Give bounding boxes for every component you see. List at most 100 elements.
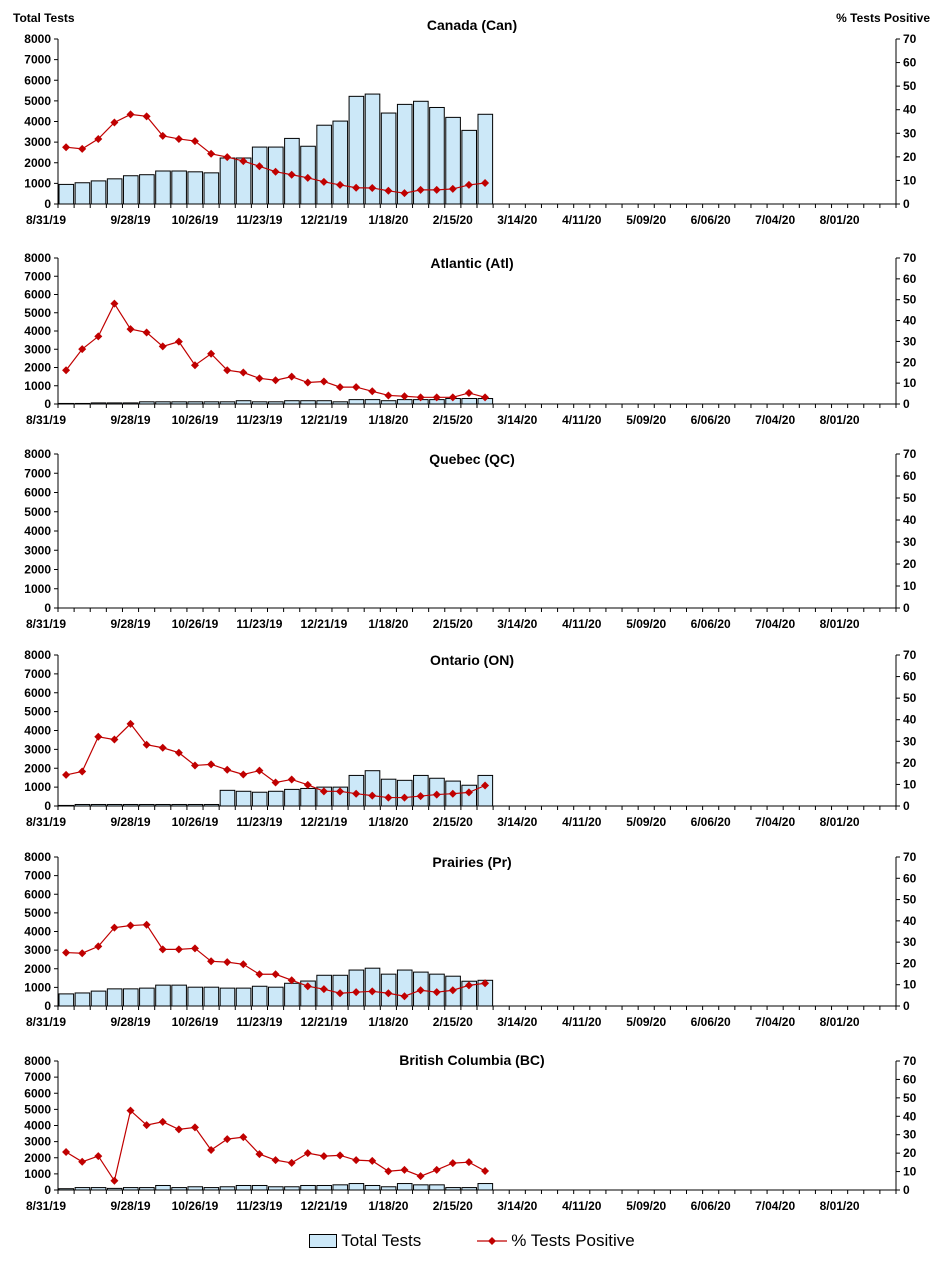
pct-positive-point	[481, 1167, 490, 1176]
pct-positive-point	[62, 770, 71, 779]
left-tick-label: 0	[44, 1183, 51, 1197]
pct-positive-point	[190, 1123, 199, 1132]
pct-positive-point	[303, 780, 312, 789]
pct-positive-point	[255, 766, 264, 775]
pct-positive-point	[207, 760, 216, 769]
pct-positive-point	[303, 378, 312, 387]
pct-positive-point	[158, 131, 167, 140]
left-tick-label: 2000	[24, 761, 51, 775]
left-tick-label: 0	[44, 799, 51, 813]
pct-positive-point	[303, 173, 312, 182]
bar-total-tests	[396, 1183, 413, 1191]
bar-total-tests	[203, 172, 220, 205]
left-tick-label: 5000	[24, 306, 51, 320]
x-tick-label: 10/26/19	[172, 1199, 219, 1213]
right-tick-label: 30	[903, 334, 917, 348]
left-tick-label: 8000	[24, 251, 51, 265]
x-tick-label: 9/28/19	[110, 815, 150, 829]
pct-positive-point	[271, 376, 280, 385]
x-tick-label: 6/06/20	[691, 815, 731, 829]
panel-title: Prairies (Pr)	[432, 854, 511, 870]
pct-positive-point	[287, 372, 296, 381]
pct-positive-point	[190, 944, 199, 953]
left-tick-label: 1000	[24, 582, 51, 596]
x-tick-label: 8/01/20	[820, 1015, 860, 1029]
pct-positive-point	[255, 374, 264, 383]
bar-total-tests	[187, 171, 204, 205]
bar-total-tests	[251, 1184, 268, 1191]
left-tick-label: 7000	[24, 466, 51, 480]
bar-total-tests	[139, 987, 155, 1007]
x-tick-label: 5/09/20	[626, 617, 666, 631]
pct-positive-point	[400, 189, 409, 198]
x-tick-label: 4/11/20	[562, 617, 602, 631]
x-tick-label: 4/11/20	[562, 1199, 602, 1213]
bar-total-tests	[268, 986, 284, 1007]
left-tick-label: 7000	[24, 869, 51, 883]
right-tick-label: 70	[903, 32, 917, 46]
pct-positive-point	[384, 989, 393, 998]
left-tick-label: 4000	[24, 115, 51, 129]
bar-total-tests	[74, 992, 91, 1007]
x-tick-label: 4/11/20	[562, 1015, 602, 1029]
pct-positive-point	[142, 740, 151, 749]
x-tick-label: 3/14/20	[497, 413, 537, 427]
x-tick-label: 10/26/19	[172, 1015, 219, 1029]
pct-positive-point	[78, 345, 87, 354]
right-tick-label: 50	[903, 893, 917, 907]
right-tick-label: 20	[903, 1146, 917, 1160]
x-tick-label: 8/31/19	[26, 413, 66, 427]
x-tick-label: 7/04/20	[755, 1015, 795, 1029]
left-axis-label: Total Tests	[13, 11, 75, 25]
pct-positive-point	[368, 791, 377, 800]
pct-positive-point	[207, 349, 216, 358]
pct-positive-point	[239, 960, 248, 969]
pct-positive-point	[94, 134, 103, 143]
right-tick-label: 70	[903, 1054, 917, 1068]
pct-positive-point	[239, 1133, 248, 1142]
right-tick-label: 50	[903, 1091, 917, 1105]
pct-positive-point	[158, 743, 167, 752]
x-tick-label: 9/28/19	[110, 213, 150, 227]
right-tick-label: 70	[903, 251, 917, 265]
left-tick-label: 2000	[24, 361, 51, 375]
right-tick-label: 60	[903, 871, 917, 885]
right-tick-label: 10	[903, 579, 917, 593]
left-tick-label: 6000	[24, 686, 51, 700]
bar-total-tests	[348, 969, 365, 1007]
right-tick-label: 70	[903, 850, 917, 864]
right-tick-label: 30	[903, 1128, 917, 1142]
panel-title: Canada (Can)	[427, 17, 517, 33]
bar-total-tests	[268, 146, 284, 205]
bar-total-tests	[219, 157, 236, 205]
pct-positive-point	[384, 793, 393, 802]
pct-positive-point	[464, 180, 473, 189]
pct-positive-point	[432, 988, 441, 997]
x-tick-label: 8/01/20	[820, 413, 860, 427]
bar-total-tests	[284, 982, 300, 1007]
x-tick-label: 5/09/20	[626, 1199, 666, 1213]
x-tick-label: 1/18/20	[368, 1199, 408, 1213]
bar-total-tests	[235, 987, 252, 1007]
x-tick-label: 2/15/20	[433, 617, 473, 631]
x-tick-label: 2/15/20	[433, 213, 473, 227]
x-tick-label: 8/31/19	[26, 213, 66, 227]
bar-total-tests	[268, 790, 284, 807]
right-tick-label: 40	[903, 914, 917, 928]
right-tick-label: 40	[903, 713, 917, 727]
pct-positive-point	[368, 183, 377, 192]
left-tick-label: 8000	[24, 648, 51, 662]
left-tick-label: 6000	[24, 1086, 51, 1100]
pct-positive-point	[271, 970, 280, 979]
bar-total-tests	[155, 170, 171, 205]
x-tick-label: 8/31/19	[26, 1015, 66, 1029]
pct-positive-point	[384, 186, 393, 195]
pct-positive-point	[126, 110, 135, 119]
right-tick-label: 20	[903, 150, 917, 164]
left-tick-label: 0	[44, 197, 51, 211]
bar-total-tests	[235, 1184, 252, 1191]
pct-positive-point	[432, 185, 441, 194]
left-tick-label: 8000	[24, 1054, 51, 1068]
pct-positive-point	[207, 957, 216, 966]
